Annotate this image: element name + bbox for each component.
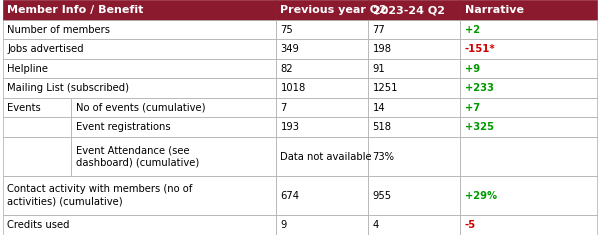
Bar <box>3 59 276 78</box>
Text: +7: +7 <box>464 103 480 113</box>
Bar <box>460 98 597 118</box>
Bar <box>276 176 368 215</box>
Bar <box>71 137 276 176</box>
Bar <box>71 98 276 118</box>
Bar <box>460 59 597 78</box>
Bar <box>368 215 460 235</box>
Bar <box>368 176 460 215</box>
Bar <box>276 118 368 137</box>
Text: 193: 193 <box>280 122 299 132</box>
Bar <box>460 0 597 20</box>
Bar <box>460 118 597 137</box>
Bar <box>460 176 597 215</box>
Bar <box>276 59 368 78</box>
Bar <box>460 20 597 39</box>
Text: Member Info / Benefit: Member Info / Benefit <box>7 5 143 15</box>
Bar <box>3 118 71 137</box>
Text: 674: 674 <box>280 191 299 200</box>
Text: 955: 955 <box>373 191 392 200</box>
Bar <box>3 137 71 176</box>
Text: No of events (cumulative): No of events (cumulative) <box>76 103 205 113</box>
Bar <box>276 78 368 98</box>
Bar <box>3 98 71 118</box>
Bar <box>3 176 276 215</box>
Bar <box>368 59 460 78</box>
Text: -5: -5 <box>464 220 476 230</box>
Bar <box>460 215 597 235</box>
Text: Contact activity with members (no of
activities) (cumulative): Contact activity with members (no of act… <box>7 184 193 207</box>
Bar <box>276 98 368 118</box>
Text: +2: +2 <box>464 25 480 35</box>
Text: Number of members: Number of members <box>7 25 110 35</box>
Text: Previous year Q2: Previous year Q2 <box>280 5 388 15</box>
Bar <box>3 215 276 235</box>
Text: Event Attendance (see
dashboard) (cumulative): Event Attendance (see dashboard) (cumula… <box>76 145 199 168</box>
Text: +325: +325 <box>464 122 494 132</box>
Bar <box>276 20 368 39</box>
Bar <box>368 20 460 39</box>
Bar <box>368 39 460 59</box>
Text: Event registrations: Event registrations <box>76 122 170 132</box>
Bar <box>368 98 460 118</box>
Text: Mailing List (subscribed): Mailing List (subscribed) <box>7 83 129 93</box>
Text: 198: 198 <box>373 44 392 54</box>
Bar <box>460 39 597 59</box>
Text: +233: +233 <box>464 83 493 93</box>
Text: 4: 4 <box>373 220 379 230</box>
Text: 14: 14 <box>373 103 385 113</box>
Bar <box>3 0 276 20</box>
Bar <box>368 137 460 176</box>
Bar <box>3 20 276 39</box>
Text: 75: 75 <box>280 25 293 35</box>
Text: +29%: +29% <box>464 191 497 200</box>
Text: Credits used: Credits used <box>7 220 70 230</box>
Text: 2023-24 Q2: 2023-24 Q2 <box>373 5 445 15</box>
Text: Helpline: Helpline <box>7 64 48 74</box>
Text: +9: +9 <box>464 64 480 74</box>
Bar <box>276 39 368 59</box>
Text: 1251: 1251 <box>373 83 398 93</box>
Bar <box>3 78 276 98</box>
Text: -151*: -151* <box>464 44 496 54</box>
Bar <box>71 118 276 137</box>
Text: Data not available: Data not available <box>280 152 372 161</box>
Bar <box>460 137 597 176</box>
Bar <box>460 78 597 98</box>
Text: Jobs advertised: Jobs advertised <box>7 44 84 54</box>
Text: Narrative: Narrative <box>464 5 524 15</box>
Bar <box>276 215 368 235</box>
Bar <box>3 39 276 59</box>
Text: 9: 9 <box>280 220 287 230</box>
Text: 1018: 1018 <box>280 83 305 93</box>
Text: Events: Events <box>7 103 41 113</box>
Text: 73%: 73% <box>373 152 395 161</box>
Bar <box>368 78 460 98</box>
Bar <box>276 0 368 20</box>
Text: 518: 518 <box>373 122 392 132</box>
Bar <box>276 137 368 176</box>
Text: 91: 91 <box>373 64 385 74</box>
Bar <box>368 118 460 137</box>
Text: 82: 82 <box>280 64 293 74</box>
Text: 7: 7 <box>280 103 287 113</box>
Text: 77: 77 <box>373 25 385 35</box>
Text: 349: 349 <box>280 44 299 54</box>
Bar <box>368 0 460 20</box>
